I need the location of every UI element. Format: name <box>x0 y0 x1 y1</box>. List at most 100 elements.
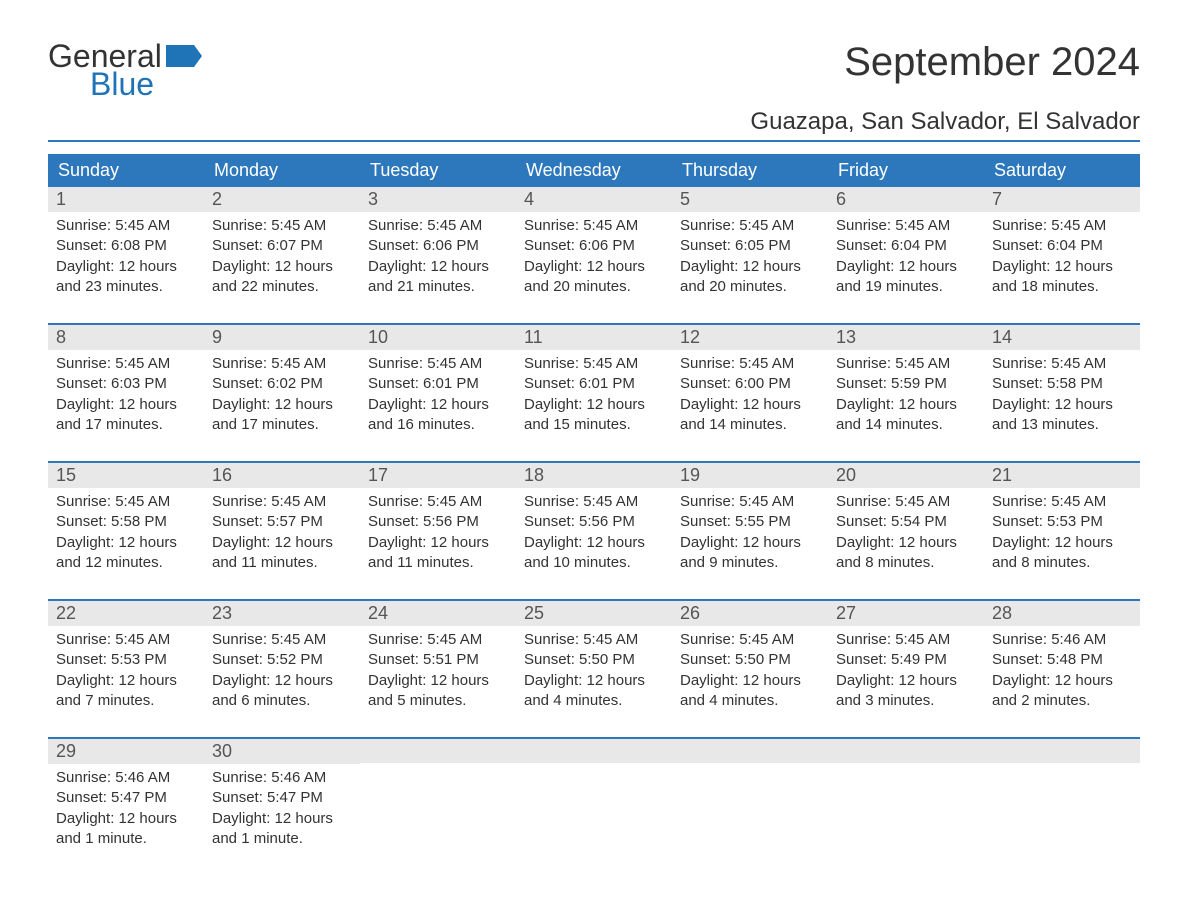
daylight-text: Daylight: 12 hours and 20 minutes. <box>680 257 820 298</box>
day-details: Sunrise: 5:45 AMSunset: 6:03 PMDaylight:… <box>48 350 204 443</box>
sunset-text: Sunset: 5:50 PM <box>524 650 664 670</box>
sunrise-text: Sunrise: 5:45 AM <box>524 492 664 512</box>
sunset-text: Sunset: 5:56 PM <box>524 512 664 532</box>
sunrise-text: Sunrise: 5:45 AM <box>368 354 508 374</box>
daylight-text: Daylight: 12 hours and 15 minutes. <box>524 395 664 436</box>
calendar-day: 27Sunrise: 5:45 AMSunset: 5:49 PMDayligh… <box>828 601 984 719</box>
sunset-text: Sunset: 5:47 PM <box>212 788 352 808</box>
sunrise-text: Sunrise: 5:45 AM <box>680 630 820 650</box>
daylight-text: Daylight: 12 hours and 17 minutes. <box>56 395 196 436</box>
sunset-text: Sunset: 6:01 PM <box>368 374 508 394</box>
day-number: 15 <box>48 463 204 488</box>
page-title: September 2024 <box>844 40 1140 85</box>
calendar-day: 3Sunrise: 5:45 AMSunset: 6:06 PMDaylight… <box>360 187 516 305</box>
calendar-day <box>360 739 516 857</box>
day-details: Sunrise: 5:45 AMSunset: 5:54 PMDaylight:… <box>828 488 984 581</box>
sunrise-text: Sunrise: 5:45 AM <box>212 216 352 236</box>
sunset-text: Sunset: 6:06 PM <box>368 236 508 256</box>
sunrise-text: Sunrise: 5:45 AM <box>524 630 664 650</box>
sunrise-text: Sunrise: 5:45 AM <box>992 492 1132 512</box>
day-number: 30 <box>204 739 360 764</box>
location-label: Guazapa, San Salvador, El Salvador <box>48 108 1140 142</box>
day-number: 18 <box>516 463 672 488</box>
day-number: 7 <box>984 187 1140 212</box>
sunrise-text: Sunrise: 5:45 AM <box>212 492 352 512</box>
weekday-header: Sunday <box>48 154 204 187</box>
sunrise-text: Sunrise: 5:45 AM <box>836 354 976 374</box>
sunset-text: Sunset: 5:56 PM <box>368 512 508 532</box>
logo-text-2: Blue <box>90 68 154 100</box>
weekday-header: Monday <box>204 154 360 187</box>
day-details: Sunrise: 5:45 AMSunset: 5:58 PMDaylight:… <box>48 488 204 581</box>
day-number <box>984 739 1140 763</box>
daylight-text: Daylight: 12 hours and 19 minutes. <box>836 257 976 298</box>
daylight-text: Daylight: 12 hours and 3 minutes. <box>836 671 976 712</box>
day-number: 24 <box>360 601 516 626</box>
daylight-text: Daylight: 12 hours and 10 minutes. <box>524 533 664 574</box>
calendar-day: 6Sunrise: 5:45 AMSunset: 6:04 PMDaylight… <box>828 187 984 305</box>
sunset-text: Sunset: 5:53 PM <box>992 512 1132 532</box>
calendar-week: 29Sunrise: 5:46 AMSunset: 5:47 PMDayligh… <box>48 737 1140 857</box>
daylight-text: Daylight: 12 hours and 6 minutes. <box>212 671 352 712</box>
sunrise-text: Sunrise: 5:45 AM <box>524 354 664 374</box>
daylight-text: Daylight: 12 hours and 14 minutes. <box>680 395 820 436</box>
daylight-text: Daylight: 12 hours and 11 minutes. <box>368 533 508 574</box>
calendar-day: 15Sunrise: 5:45 AMSunset: 5:58 PMDayligh… <box>48 463 204 581</box>
day-details: Sunrise: 5:45 AMSunset: 6:00 PMDaylight:… <box>672 350 828 443</box>
calendar-week: 15Sunrise: 5:45 AMSunset: 5:58 PMDayligh… <box>48 461 1140 581</box>
sunset-text: Sunset: 6:06 PM <box>524 236 664 256</box>
sunset-text: Sunset: 6:04 PM <box>992 236 1132 256</box>
sunrise-text: Sunrise: 5:46 AM <box>992 630 1132 650</box>
calendar-day: 9Sunrise: 5:45 AMSunset: 6:02 PMDaylight… <box>204 325 360 443</box>
weekday-header: Friday <box>828 154 984 187</box>
day-number: 14 <box>984 325 1140 350</box>
calendar-day: 12Sunrise: 5:45 AMSunset: 6:00 PMDayligh… <box>672 325 828 443</box>
day-details: Sunrise: 5:45 AMSunset: 5:56 PMDaylight:… <box>516 488 672 581</box>
day-number: 25 <box>516 601 672 626</box>
sunset-text: Sunset: 6:04 PM <box>836 236 976 256</box>
sunset-text: Sunset: 5:49 PM <box>836 650 976 670</box>
sunset-text: Sunset: 5:58 PM <box>56 512 196 532</box>
day-number: 17 <box>360 463 516 488</box>
calendar-week: 8Sunrise: 5:45 AMSunset: 6:03 PMDaylight… <box>48 323 1140 443</box>
calendar-day: 1Sunrise: 5:45 AMSunset: 6:08 PMDaylight… <box>48 187 204 305</box>
daylight-text: Daylight: 12 hours and 8 minutes. <box>836 533 976 574</box>
daylight-text: Daylight: 12 hours and 18 minutes. <box>992 257 1132 298</box>
day-number: 26 <box>672 601 828 626</box>
daylight-text: Daylight: 12 hours and 7 minutes. <box>56 671 196 712</box>
sunset-text: Sunset: 6:05 PM <box>680 236 820 256</box>
sunrise-text: Sunrise: 5:45 AM <box>992 354 1132 374</box>
calendar-day <box>984 739 1140 857</box>
sunrise-text: Sunrise: 5:45 AM <box>680 354 820 374</box>
calendar-day: 8Sunrise: 5:45 AMSunset: 6:03 PMDaylight… <box>48 325 204 443</box>
daylight-text: Daylight: 12 hours and 4 minutes. <box>524 671 664 712</box>
sunrise-text: Sunrise: 5:45 AM <box>836 492 976 512</box>
day-number: 13 <box>828 325 984 350</box>
calendar-day: 5Sunrise: 5:45 AMSunset: 6:05 PMDaylight… <box>672 187 828 305</box>
weekday-header: Tuesday <box>360 154 516 187</box>
day-details: Sunrise: 5:45 AMSunset: 5:56 PMDaylight:… <box>360 488 516 581</box>
day-number: 5 <box>672 187 828 212</box>
day-details: Sunrise: 5:45 AMSunset: 6:02 PMDaylight:… <box>204 350 360 443</box>
sunrise-text: Sunrise: 5:45 AM <box>212 354 352 374</box>
sunrise-text: Sunrise: 5:45 AM <box>56 354 196 374</box>
day-details: Sunrise: 5:45 AMSunset: 5:58 PMDaylight:… <box>984 350 1140 443</box>
calendar-day: 20Sunrise: 5:45 AMSunset: 5:54 PMDayligh… <box>828 463 984 581</box>
sunset-text: Sunset: 6:07 PM <box>212 236 352 256</box>
day-number: 23 <box>204 601 360 626</box>
sunset-text: Sunset: 5:47 PM <box>56 788 196 808</box>
daylight-text: Daylight: 12 hours and 1 minute. <box>56 809 196 850</box>
daylight-text: Daylight: 12 hours and 21 minutes. <box>368 257 508 298</box>
sunrise-text: Sunrise: 5:45 AM <box>992 216 1132 236</box>
day-details: Sunrise: 5:45 AMSunset: 6:04 PMDaylight:… <box>828 212 984 305</box>
calendar-day <box>672 739 828 857</box>
sunrise-text: Sunrise: 5:45 AM <box>524 216 664 236</box>
calendar-day: 25 Sunrise: 5:45 AMSunset: 5:50 PMDayligh… <box>516 601 672 719</box>
calendar-day: 11Sunrise: 5:45 AMSunset: 6:01 PMDayligh… <box>516 325 672 443</box>
daylight-text: Daylight: 12 hours and 14 minutes. <box>836 395 976 436</box>
day-number: 2 <box>204 187 360 212</box>
daylight-text: Daylight: 12 hours and 16 minutes. <box>368 395 508 436</box>
sunrise-text: Sunrise: 5:45 AM <box>56 492 196 512</box>
day-number: 3 <box>360 187 516 212</box>
calendar-day: 19Sunrise: 5:45 AMSunset: 5:55 PMDayligh… <box>672 463 828 581</box>
